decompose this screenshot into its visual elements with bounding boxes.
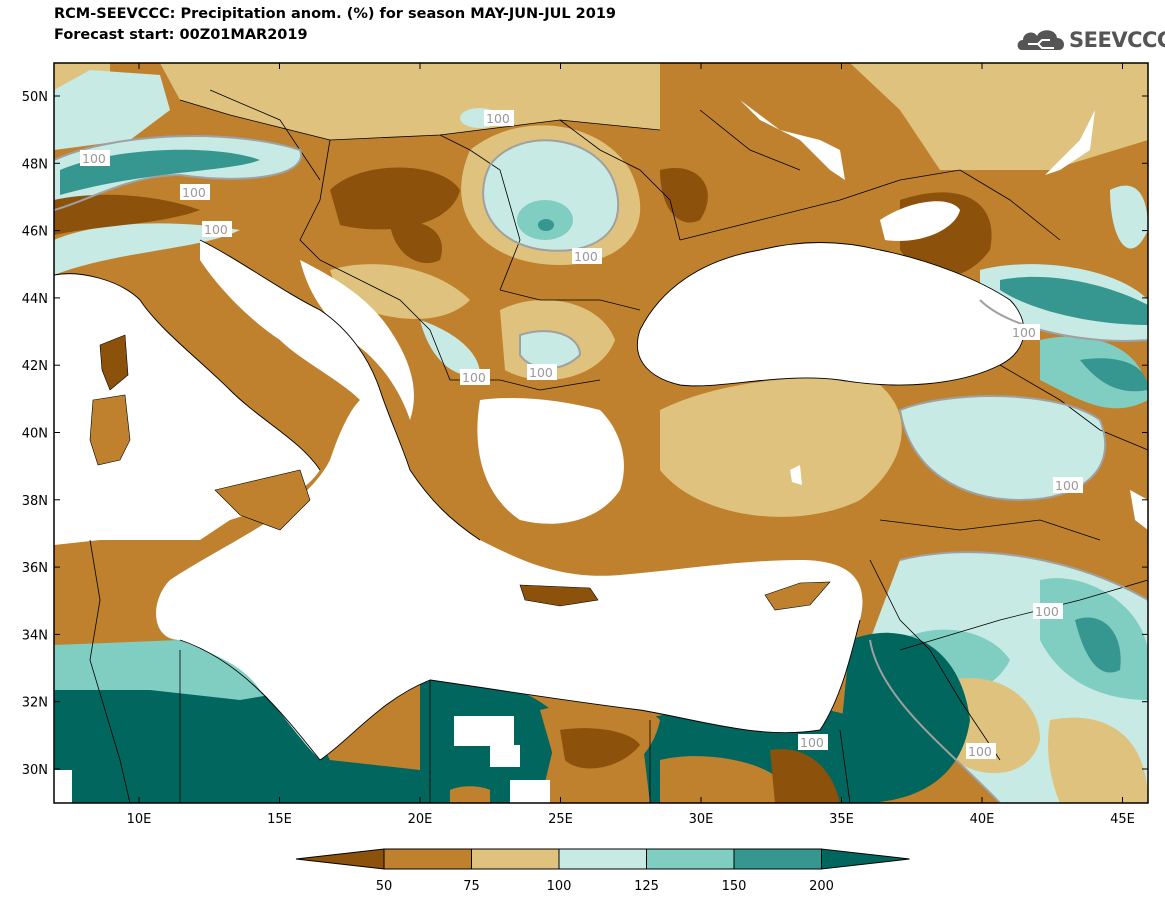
anomaly-zone — [54, 640, 300, 700]
anomaly-zone — [54, 223, 240, 275]
logo-text: SEEVCCC — [1069, 28, 1165, 52]
sardinia — [89, 394, 131, 466]
legend-swatch — [558, 848, 647, 870]
sea-area — [156, 240, 863, 760]
no-data-gap — [454, 716, 514, 746]
contour-100 — [54, 135, 1148, 803]
map-title: RCM-SEEVCCC: Precipitation anom. (%) for… — [54, 6, 617, 22]
sea-area — [300, 260, 414, 420]
anomaly-zone — [1075, 617, 1121, 673]
lon-tick-label: 40E — [970, 812, 995, 827]
no-data-gap — [490, 745, 520, 767]
anomaly-zone — [420, 320, 480, 376]
legend-colorbar: 50 75 100 125 150 200 — [295, 848, 910, 894]
contour-label: 100 — [182, 185, 206, 200]
contour-labels: 100 100 100 100 100 100 100 100 100 100 … — [80, 110, 1083, 759]
anomaly-zone — [850, 63, 1148, 170]
anomaly-zone — [1000, 276, 1148, 325]
lon-tick-label: 25E — [548, 812, 573, 827]
lat-tick-label: 36N — [22, 561, 48, 576]
anomaly-zone — [1048, 717, 1148, 803]
lon-tick-label: 15E — [267, 812, 292, 827]
black-sea — [637, 242, 1024, 386]
anomaly-zone — [330, 167, 460, 230]
anomaly-zone — [390, 221, 442, 264]
sea-area — [477, 398, 624, 524]
contour-label: 100 — [529, 365, 553, 380]
cloud-icon — [1017, 30, 1065, 50]
legend-swatch — [733, 848, 822, 870]
legend-label: 125 — [634, 879, 659, 894]
anomaly-zone — [900, 396, 1106, 500]
anomaly-zone — [1080, 358, 1148, 392]
sicily — [214, 469, 311, 531]
lon-tick-label: 20E — [408, 812, 433, 827]
legend-swatch — [471, 848, 560, 870]
contour-label: 100 — [574, 249, 598, 264]
lat-tick-label: 40N — [22, 427, 48, 442]
contour-label: 100 — [82, 151, 106, 166]
corsica — [99, 334, 129, 391]
lat-tick-label: 42N — [22, 359, 48, 374]
legend-swatch — [646, 848, 735, 870]
lat-tick-label: 38N — [22, 494, 48, 509]
anomaly-zone — [538, 219, 554, 231]
latitude-axis: 50N 48N 46N 44N 42N 40N 38N 36N 34N 32N 30N — [22, 90, 1148, 778]
map-plot-area — [54, 63, 1148, 803]
lat-tick-label: 34N — [22, 628, 48, 643]
lat-tick-label: 32N — [22, 696, 48, 711]
country-borders — [89, 89, 1148, 803]
no-data-gap — [54, 770, 72, 803]
legend-label: 100 — [547, 879, 572, 894]
anomaly-zone — [1110, 185, 1148, 249]
forecast-start-label: Forecast start: 00Z01MAR2019 — [54, 27, 308, 43]
legend-swatch — [383, 848, 472, 870]
contour-label: 100 — [462, 370, 486, 385]
anomaly-zone — [54, 70, 170, 150]
lake — [790, 465, 802, 485]
crete — [519, 584, 599, 607]
contour-label: 100 — [1035, 604, 1059, 619]
contour-label: 100 — [800, 735, 824, 750]
legend-label: 75 — [463, 879, 480, 894]
lat-tick-label: 44N — [22, 292, 48, 307]
anomaly-zone — [560, 728, 640, 769]
river-gap — [1045, 110, 1095, 175]
anomaly-zone — [520, 331, 580, 369]
anomaly-zone — [660, 756, 780, 803]
cyprus — [764, 581, 831, 611]
lon-tick-label: 10E — [127, 812, 152, 827]
anomaly-zone — [54, 194, 200, 235]
anomaly-zone — [160, 63, 660, 140]
contour-label: 100 — [1012, 325, 1036, 340]
anomaly-zone — [450, 786, 490, 803]
river-gap — [740, 100, 845, 180]
legend-swatch — [295, 848, 385, 870]
legend-label: 150 — [722, 879, 747, 894]
lat-tick-label: 48N — [22, 157, 48, 172]
seevccc-logo: SEEVCCC — [1014, 20, 1165, 60]
lat-tick-label: 30N — [22, 763, 48, 778]
no-data-gap — [510, 780, 550, 803]
contour-label: 100 — [204, 222, 228, 237]
contour-label: 100 — [1055, 478, 1079, 493]
lat-tick-label: 50N — [22, 90, 48, 105]
anomaly-zone — [483, 140, 619, 251]
legend-swatch — [821, 848, 910, 870]
legend-label: 200 — [809, 879, 834, 894]
anomaly-zone — [840, 632, 970, 803]
contour-label: 100 — [968, 744, 992, 759]
contour-label: 100 — [486, 111, 510, 126]
lon-tick-label: 30E — [689, 812, 714, 827]
lon-tick-label: 35E — [829, 812, 854, 827]
lat-tick-label: 46N — [22, 225, 48, 240]
anomaly-zone — [660, 378, 902, 517]
lon-tick-label: 45E — [1110, 812, 1135, 827]
legend-label: 50 — [376, 879, 393, 894]
sea-of-azov — [880, 201, 960, 241]
anomaly-zone — [770, 749, 840, 803]
longitude-axis: 10E 15E 20E 25E 30E 35E 40E 45E — [127, 63, 1135, 827]
